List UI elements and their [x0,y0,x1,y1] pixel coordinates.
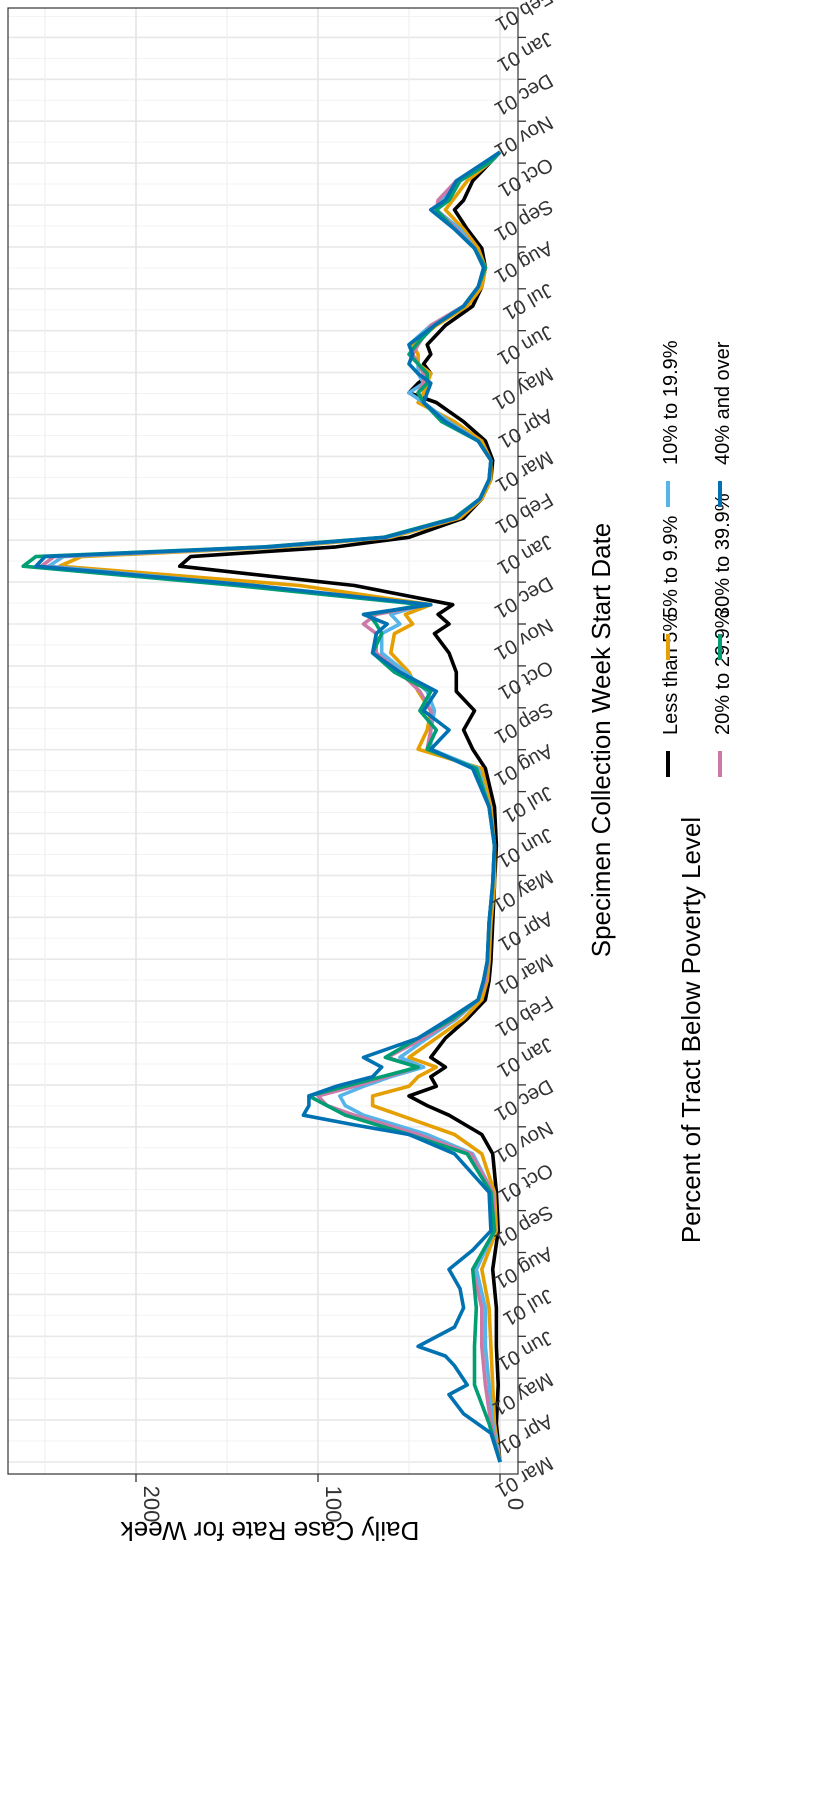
series-lines [21,150,502,1463]
y-tick-label: 0 [503,1498,528,1510]
series-line [34,150,502,1463]
series-line [57,150,502,1463]
legend: Percent of Tract Below Poverty Level Les… [660,340,734,1243]
legend-label: 20% to 29.9% [712,610,734,735]
y-tick-label: 200 [139,1486,164,1523]
y-axis-ticks: 0 100 200 [135,1474,528,1523]
legend-label: 40% and over [712,341,734,465]
legend-label: 10% to 19.9% [660,340,682,465]
series-line [177,150,502,1463]
legend-label: 5% to 9.9% [660,515,682,618]
y-axis-title: Daily Case Rate for Week [120,1516,420,1546]
legend-label: Less than 5% [660,614,682,735]
legend-label: 30% to 39.9% [712,493,734,618]
legend-title: Percent of Tract Below Poverty Level [676,817,706,1243]
series-line [21,150,502,1463]
x-axis-title: Specimen Collection Week Start Date [586,523,616,958]
plot-panel-border [7,7,519,1475]
y-tick-label: 100 [321,1486,346,1523]
